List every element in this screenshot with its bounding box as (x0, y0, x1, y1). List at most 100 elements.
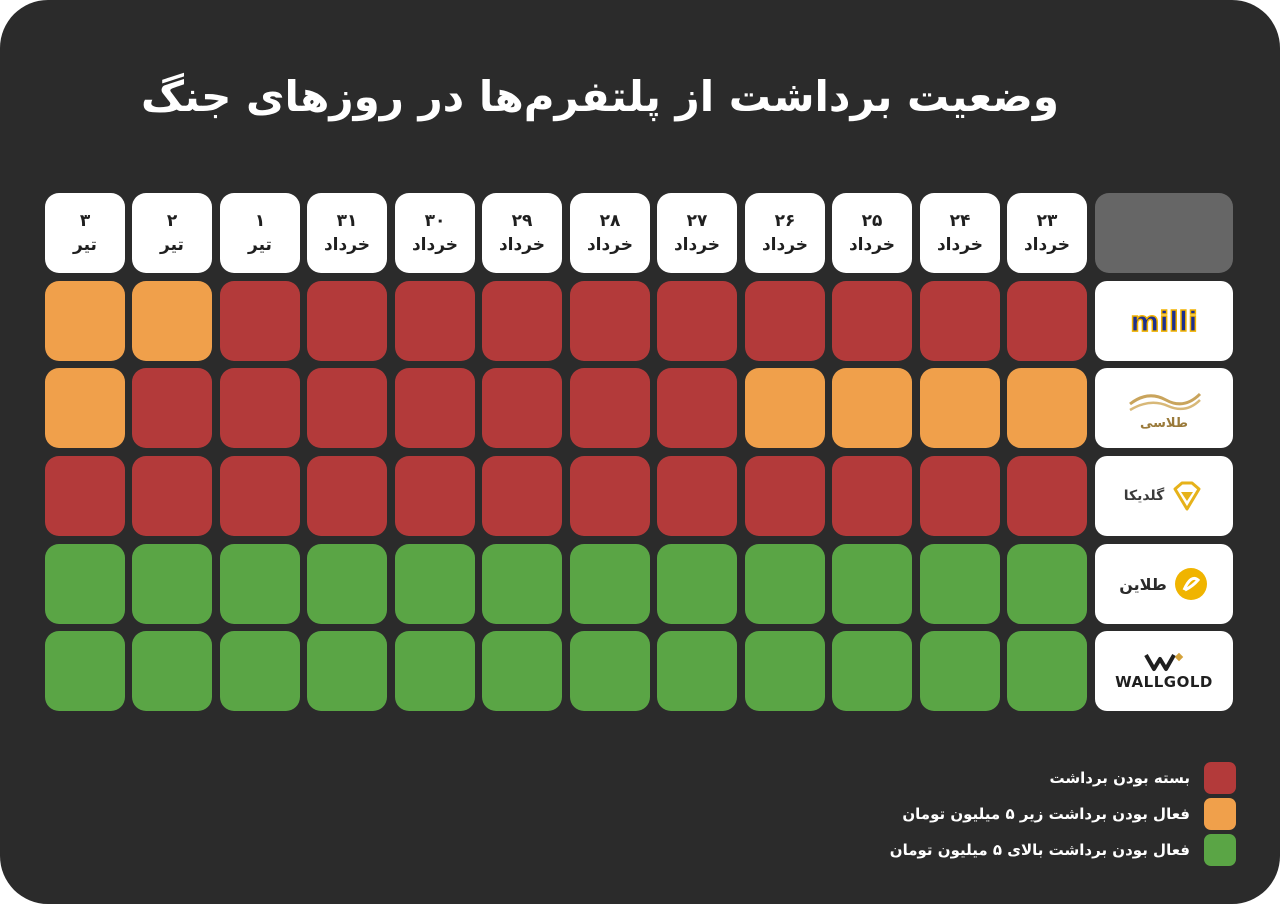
status-cell (1007, 456, 1087, 536)
status-cell (745, 544, 825, 624)
date-header-day: ۲۶ (774, 211, 796, 231)
status-cell (482, 631, 562, 711)
date-header: ۲۸ خرداد (570, 193, 650, 273)
status-cell (45, 281, 125, 361)
logo-talayin: طلاین (1095, 544, 1233, 624)
coin-icon (1174, 568, 1207, 600)
logo-milli: milli (1095, 281, 1233, 361)
status-cell (132, 281, 212, 361)
status-cell (570, 456, 650, 536)
logo-talasi-text: طلاسی (1139, 415, 1189, 431)
status-cell (395, 456, 475, 536)
status-cell (220, 631, 300, 711)
date-header-day: ۲۸ (599, 211, 621, 231)
logo-wallgold-text: WALLGOLD (1115, 673, 1213, 691)
date-header-day: ۳۰ (424, 211, 446, 231)
date-header-day: ۲ (166, 211, 178, 231)
status-cell (1007, 631, 1087, 711)
wallgold-mark-icon (1144, 652, 1184, 671)
status-cell (745, 631, 825, 711)
legend-item-closed: بسته بودن برداشت (1049, 762, 1236, 794)
status-cell (395, 281, 475, 361)
status-cell (920, 631, 1000, 711)
status-cell (132, 544, 212, 624)
logo-wallgold-box: WALLGOLD (1115, 651, 1213, 691)
date-header: ۱ تیر (220, 193, 300, 273)
legend-swatch-over5 (1204, 834, 1236, 866)
status-cell (482, 281, 562, 361)
date-header-day: ۳ (79, 211, 91, 231)
header-corner (1095, 193, 1233, 273)
status-cell (1007, 544, 1087, 624)
status-cell (832, 456, 912, 536)
date-header: ۲ تیر (132, 193, 212, 273)
status-cell (307, 544, 387, 624)
status-cell (220, 368, 300, 448)
date-header: ۳۰ خرداد (395, 193, 475, 273)
status-cell (920, 368, 1000, 448)
status-cell (570, 631, 650, 711)
status-cell (570, 281, 650, 361)
date-header-month: تیر (73, 235, 97, 255)
date-header-day: ۲۵ (861, 211, 883, 231)
status-cell (132, 631, 212, 711)
date-header-month: تیر (248, 235, 272, 255)
status-cell (45, 544, 125, 624)
date-header: ۲۳ خرداد (1007, 193, 1087, 273)
status-cell (745, 368, 825, 448)
logo-milli-text: milli (1130, 305, 1198, 338)
date-header-month: تیر (160, 235, 184, 255)
status-cell (395, 368, 475, 448)
logo-goldika-text: گلدیکا (1123, 488, 1165, 504)
status-cell (307, 631, 387, 711)
status-cell (1007, 368, 1087, 448)
date-header: ۲۵ خرداد (832, 193, 912, 273)
date-header-month: خرداد (411, 235, 459, 255)
date-header-month: خرداد (761, 235, 809, 255)
date-header: ۲۷ خرداد (657, 193, 737, 273)
date-header-day: ۲۹ (511, 211, 533, 231)
status-cell (307, 456, 387, 536)
date-header: ۳۱ خرداد (307, 193, 387, 273)
legend-label-closed: بسته بودن برداشت (1049, 769, 1190, 787)
logo-talayin-box: طلاین (1119, 566, 1209, 602)
status-cell (220, 544, 300, 624)
status-cell (45, 368, 125, 448)
status-cell (832, 631, 912, 711)
status-cell (220, 281, 300, 361)
status-cell (570, 544, 650, 624)
status-cell (657, 456, 737, 536)
status-cell (482, 368, 562, 448)
status-cell (1007, 281, 1087, 361)
legend-swatch-under5 (1204, 798, 1236, 830)
status-cell (220, 456, 300, 536)
status-cell (132, 456, 212, 536)
status-cell (920, 456, 1000, 536)
status-cell (657, 281, 737, 361)
status-cell (395, 544, 475, 624)
status-cell (132, 368, 212, 448)
status-cell (482, 456, 562, 536)
logo-wallgold: WALLGOLD (1095, 631, 1233, 711)
date-header-day: ۲۷ (686, 211, 708, 231)
status-cell (45, 456, 125, 536)
status-cell (920, 544, 1000, 624)
status-cell (832, 368, 912, 448)
date-header: ۳ تیر (45, 193, 125, 273)
legend-item-under5: فعال بودن برداشت زیر ۵ میلیون تومان (902, 798, 1236, 830)
legend-item-over5: فعال بودن برداشت بالای ۵ میلیون تومان (890, 834, 1236, 866)
date-header: ۲۴ خرداد (920, 193, 1000, 273)
wave-icon (1129, 392, 1202, 411)
logo-goldika-box: گلدیکا (1124, 479, 1205, 513)
logo-goldika: گلدیکا (1095, 456, 1233, 536)
status-cell (570, 368, 650, 448)
logo-talasi: طلاسی (1095, 368, 1233, 448)
date-header-day: ۲۴ (949, 211, 971, 231)
date-header: ۲۶ خرداد (745, 193, 825, 273)
status-cell (832, 281, 912, 361)
date-header: ۲۹ خرداد (482, 193, 562, 273)
status-cell (657, 368, 737, 448)
date-header-month: خرداد (936, 235, 984, 255)
status-cell (482, 544, 562, 624)
